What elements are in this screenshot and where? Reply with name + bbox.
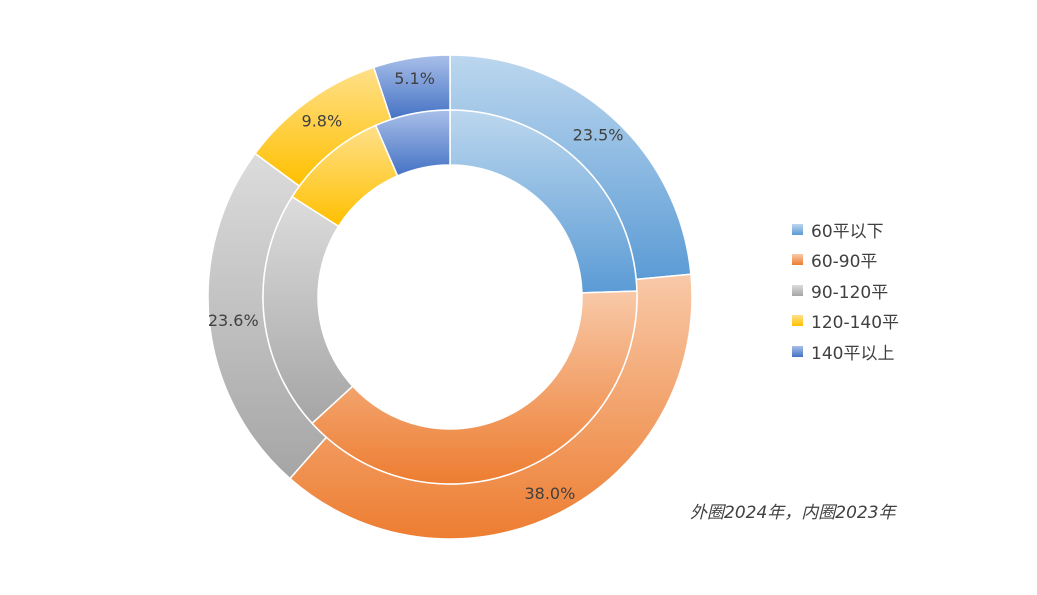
ring-annotation: 外圈2024年，内圈2023年 xyxy=(690,503,896,523)
data-label-60-below: 23.5% xyxy=(573,125,624,144)
inner-ring-slice-60-90[interactable] xyxy=(311,290,638,485)
legend-label: 60-90平 xyxy=(811,252,878,273)
legend-item-90-120[interactable]: 90-120平 xyxy=(792,275,899,306)
legend-item-140-above[interactable]: 140平以上 xyxy=(792,336,899,367)
legend-swatch xyxy=(792,223,803,235)
legend-swatch xyxy=(792,254,803,266)
legend-swatch xyxy=(792,345,803,357)
data-label-120-140: 9.8% xyxy=(302,112,343,131)
legend-item-60-below[interactable]: 60平以下 xyxy=(792,214,899,245)
legend-swatch xyxy=(792,315,803,327)
legend-item-60-90[interactable]: 60-90平 xyxy=(792,245,899,276)
legend: 60平以下 60-90平 90-120平 120-140平 140平以上 xyxy=(792,214,899,367)
legend-item-120-140[interactable]: 120-140平 xyxy=(792,306,899,337)
legend-swatch xyxy=(792,284,803,296)
inner-ring-slice-140-above[interactable] xyxy=(374,109,451,177)
data-label-90-120: 23.6% xyxy=(208,311,259,330)
data-label-140-above: 5.1% xyxy=(394,69,435,88)
legend-label: 60平以下 xyxy=(811,221,884,242)
legend-label: 90-120平 xyxy=(811,282,889,303)
data-label-60-90: 38.0% xyxy=(524,484,575,503)
legend-label: 140平以上 xyxy=(811,343,895,364)
legend-label: 120-140平 xyxy=(811,313,900,334)
